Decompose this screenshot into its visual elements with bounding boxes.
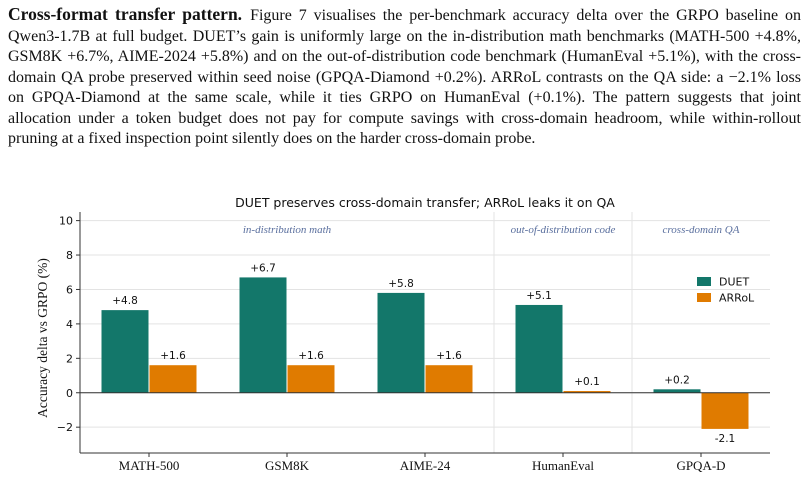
data-label: -2.1 <box>715 433 736 445</box>
data-label: +1.6 <box>436 350 462 362</box>
arrol-bar <box>149 365 197 393</box>
paragraph-body: Figure 7 visualises the per-benchmark ac… <box>8 7 802 147</box>
y-tick-label: 2 <box>66 352 73 365</box>
x-tick-label: HumanEval <box>532 458 594 473</box>
data-label: +4.8 <box>112 295 138 307</box>
duet-bar <box>515 304 563 393</box>
legend: DUET ARRoL <box>697 276 755 305</box>
gridlines <box>80 220 770 428</box>
arrol-bar <box>563 391 611 393</box>
data-label: +6.7 <box>250 262 276 274</box>
bars <box>101 277 749 429</box>
region-label: in-distribution math <box>243 224 332 236</box>
y-tick-label: 6 <box>66 283 73 296</box>
y-tick-label: 10 <box>59 215 73 228</box>
region-separators: in-distribution math out-of-distribution … <box>243 212 740 453</box>
axes <box>79 212 770 454</box>
paragraph-heading: Cross-format transfer pattern. <box>8 4 243 24</box>
x-tick-label: GSM8K <box>265 458 310 473</box>
duet-legend-swatch <box>697 277 711 286</box>
arrol-bar <box>425 365 473 393</box>
arrol-legend-label: ARRoL <box>719 292 755 305</box>
data-label: +1.6 <box>160 350 186 362</box>
y-tick-label: 8 <box>66 249 73 262</box>
arrol-bar <box>701 392 749 429</box>
data-label: +0.2 <box>664 374 690 386</box>
duet-legend-label: DUET <box>719 276 749 289</box>
data-label: +5.8 <box>388 278 414 290</box>
data-label: +1.6 <box>298 350 324 362</box>
arrol-bar <box>287 365 335 393</box>
data-label: +5.1 <box>526 290 552 302</box>
region-label: cross-domain QA <box>663 224 740 236</box>
y-tick-label: 4 <box>66 318 73 331</box>
duet-bar <box>101 310 149 393</box>
y-tick-label: −2 <box>57 421 73 434</box>
data-labels: +4.8 +6.7 +5.8 +5.1 +0.2 +1.6 +1.6 +1.6 +0.1 -2.1 <box>112 262 735 444</box>
duet-bar <box>239 277 287 393</box>
duet-bar <box>377 292 425 393</box>
y-ticks: −2 0 2 4 6 8 10 <box>57 215 80 434</box>
x-tick-label: MATH-500 <box>119 458 180 473</box>
duet-bar <box>653 389 701 393</box>
x-tick-label: GPQA-D <box>676 458 725 473</box>
y-tick-label: 0 <box>66 387 73 400</box>
arrol-legend-swatch <box>697 293 711 302</box>
figure-caption-paragraph: Cross-format transfer pattern. Figure 7 v… <box>8 4 801 150</box>
data-label: +0.1 <box>574 376 600 388</box>
region-label: out-of-distribution code <box>511 224 616 236</box>
x-ticks: MATH-500 GSM8K AIME-24 HumanEval GPQA-D <box>119 453 726 473</box>
chart-title: DUET preserves cross-domain transfer; AR… <box>235 195 615 210</box>
x-tick-label: AIME-24 <box>400 458 451 473</box>
y-axis-label: Accuracy delta vs GRPO (%) <box>35 258 50 418</box>
